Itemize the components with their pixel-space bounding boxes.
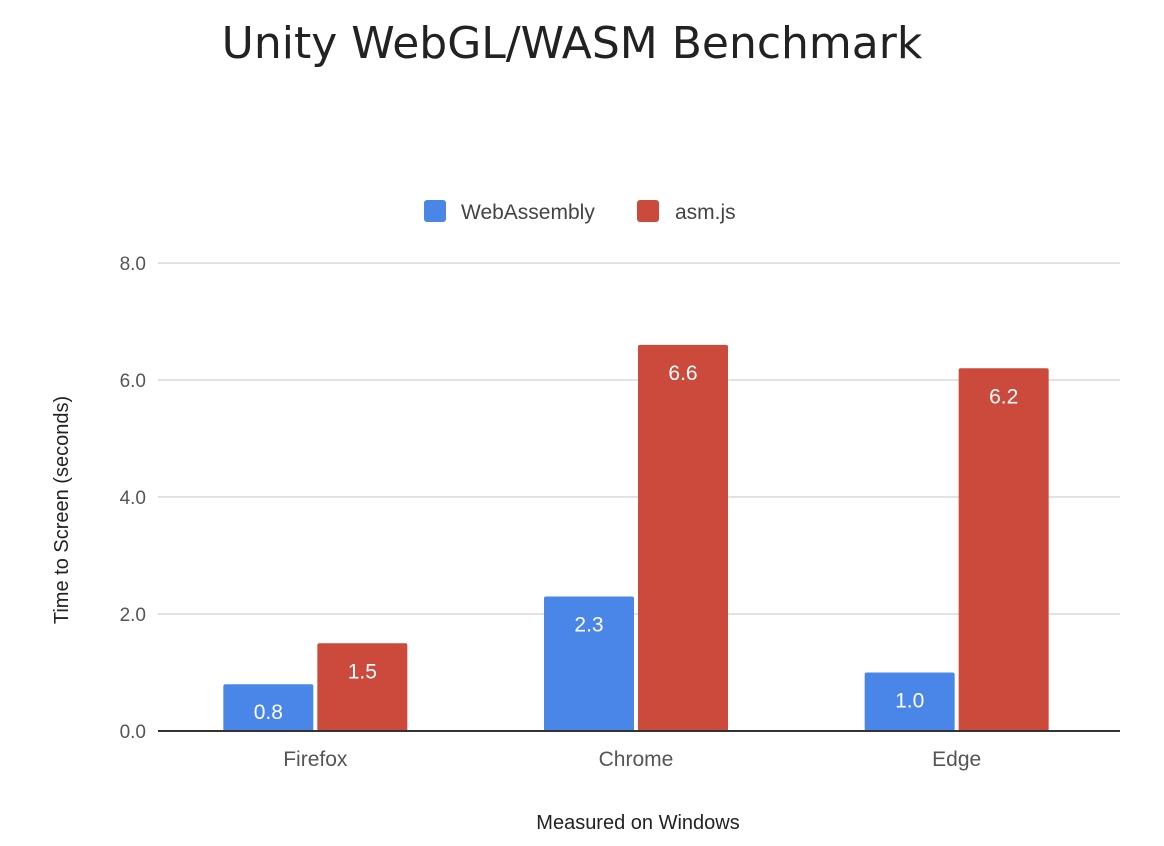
bar-webassembly-chrome xyxy=(544,596,634,731)
data-label-asm-js-chrome: 6.6 xyxy=(668,362,697,385)
legend-label-asmjs: asm.js xyxy=(675,201,736,224)
y-tick-label: 2.0 xyxy=(120,605,146,626)
y-tick-label: 8.0 xyxy=(120,254,146,275)
bar-asm-js-edge xyxy=(958,368,1049,731)
chart-title: Unity WebGL/WASM Benchmark xyxy=(222,18,923,69)
data-label-asm-js-firefox: 1.5 xyxy=(348,660,377,683)
x-axis-ticks: Firefox Chrome Edge xyxy=(158,730,1120,771)
y-axis-title: Time to Screen (seconds) xyxy=(51,396,73,624)
data-label-asm-js-edge: 6.2 xyxy=(989,385,1018,408)
legend-label-webassembly: WebAssembly xyxy=(461,201,595,224)
data-label-webassembly-firefox: 0.8 xyxy=(254,701,283,724)
y-tick-label: 6.0 xyxy=(120,371,146,392)
bar-webassembly-edge xyxy=(864,672,955,731)
bar-asm-js-firefox xyxy=(317,643,408,731)
x-axis-title: Measured on Windows xyxy=(536,812,739,834)
legend: WebAssembly asm.js xyxy=(424,200,736,224)
x-tick-label-firefox: Firefox xyxy=(283,748,348,771)
legend-swatch-webassembly xyxy=(424,200,446,222)
data-label-webassembly-edge: 1.0 xyxy=(895,690,924,713)
x-tick-label-chrome: Chrome xyxy=(599,748,674,771)
x-tick-label-edge: Edge xyxy=(932,748,981,771)
bars xyxy=(223,344,1049,731)
y-axis-ticks: 0.0 2.0 4.0 6.0 8.0 xyxy=(120,254,146,743)
data-label-webassembly-chrome: 2.3 xyxy=(574,613,603,636)
y-tick-label: 0.0 xyxy=(120,722,146,743)
bar-asm-js-chrome xyxy=(638,344,728,731)
y-tick-label: 4.0 xyxy=(120,488,146,509)
data-labels: 0.8 1.5 2.3 6.6 1.0 6.2 xyxy=(254,362,1019,724)
bar-webassembly-firefox xyxy=(223,684,314,731)
legend-swatch-asmjs xyxy=(637,200,659,222)
